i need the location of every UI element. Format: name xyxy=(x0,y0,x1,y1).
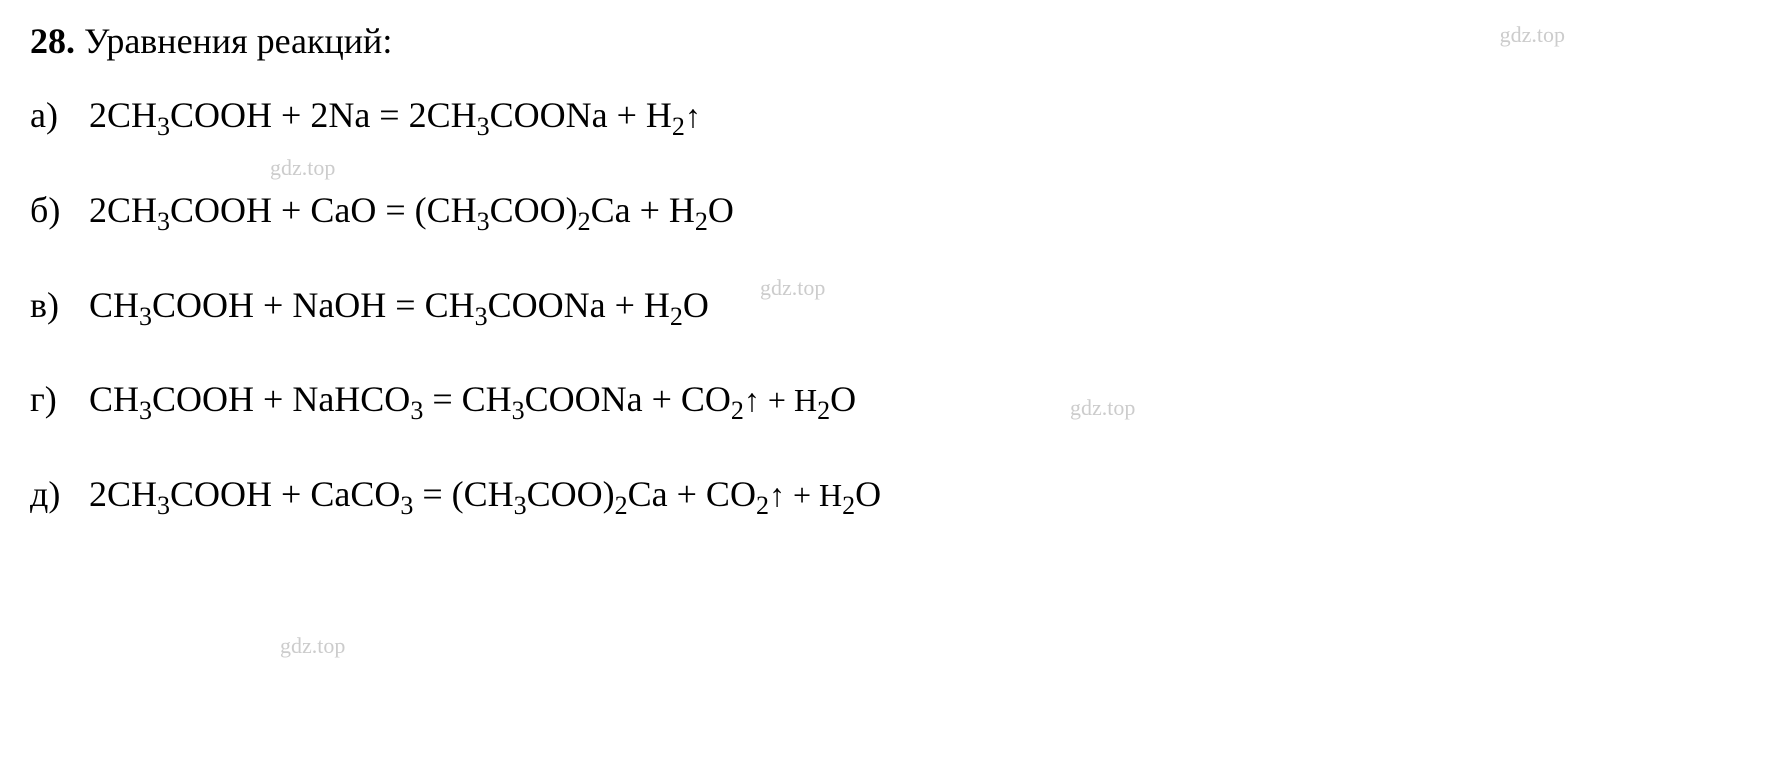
eq-part: COO) xyxy=(527,474,615,514)
eq-sub: 2 xyxy=(578,207,591,236)
arrow-up-icon: ↑ + H xyxy=(769,477,842,513)
eq-part: COOH + NaOH = CH xyxy=(152,285,475,325)
eq-sub: 2 xyxy=(731,397,744,426)
eq-sub: 3 xyxy=(157,112,170,141)
equation-v: в) CH3COOH + NaOH = CH3COONa + H2O xyxy=(30,282,1755,329)
eq-sub: 3 xyxy=(475,302,488,331)
eq-sub: 2 xyxy=(670,302,683,331)
watermark-2: gdz.top xyxy=(270,155,335,181)
eq-sub: 3 xyxy=(157,491,170,520)
eq-sub: 2 xyxy=(695,207,708,236)
eq-sub: 3 xyxy=(477,112,490,141)
eq-part: COO) xyxy=(490,190,578,230)
eq-sub: 3 xyxy=(477,207,490,236)
title-number: 28. xyxy=(30,21,75,61)
eq-sub: 2 xyxy=(842,491,855,520)
equation-g: г) CH3COOH + NaHCO3 = CH3COONa + CO2↑ + … xyxy=(30,376,1755,423)
eq-part: 2CH xyxy=(89,95,157,135)
header-line: 28. Уравнения реакций: xyxy=(30,20,1755,62)
title-text: Уравнения реакций: xyxy=(84,21,392,61)
eq-sub: 3 xyxy=(139,302,152,331)
eq-part: O xyxy=(708,190,734,230)
watermark-top: gdz.top xyxy=(1500,22,1565,48)
equation-a: а) 2CH3COOH + 2Na = 2CH3COONa + H2↑ xyxy=(30,92,1755,139)
eq-label: г) xyxy=(30,376,80,423)
eq-sub: 3 xyxy=(139,397,152,426)
eq-part: O xyxy=(855,474,881,514)
eq-sub: 3 xyxy=(512,397,525,426)
eq-part: O xyxy=(830,379,856,419)
eq-part: CH xyxy=(89,379,139,419)
eq-part: COOH + 2Na = 2CH xyxy=(170,95,477,135)
equation-d: д) 2CH3COOH + CaCO3 = (CH3COO)2Ca + CO2↑… xyxy=(30,471,1755,518)
page-title: 28. Уравнения реакций: xyxy=(30,20,392,62)
eq-part: = CH xyxy=(423,379,511,419)
eq-label: б) xyxy=(30,187,80,234)
eq-part: COONa + H xyxy=(488,285,670,325)
eq-part: COOH + CaCO xyxy=(170,474,400,514)
eq-sub: 2 xyxy=(672,112,685,141)
eq-part: COONa + CO xyxy=(525,379,731,419)
eq-label: в) xyxy=(30,282,80,329)
eq-sub: 3 xyxy=(157,207,170,236)
eq-part: COOH + CaO = (CH xyxy=(170,190,477,230)
watermark-4: gdz.top xyxy=(1070,395,1135,421)
eq-label: д) xyxy=(30,471,80,518)
eq-sub: 3 xyxy=(410,397,423,426)
eq-part: Ca + H xyxy=(591,190,695,230)
eq-part: 2CH xyxy=(89,474,157,514)
equation-b: б) 2CH3COOH + CaO = (CH3COO)2Ca + H2O xyxy=(30,187,1755,234)
eq-part: 2CH xyxy=(89,190,157,230)
eq-part: O xyxy=(683,285,709,325)
eq-part: COONa + H xyxy=(490,95,672,135)
eq-sub: 2 xyxy=(615,491,628,520)
eq-sub: 3 xyxy=(514,491,527,520)
watermark-5: gdz.top xyxy=(280,633,345,659)
eq-part: Ca + CO xyxy=(628,474,756,514)
eq-part: CH xyxy=(89,285,139,325)
eq-label: а) xyxy=(30,92,80,139)
eq-sub: 3 xyxy=(400,491,413,520)
eq-sub: 2 xyxy=(756,491,769,520)
arrow-up-icon: ↑ + H xyxy=(744,382,817,418)
eq-part: = (CH xyxy=(413,474,513,514)
eq-sub: 2 xyxy=(817,397,830,426)
arrow-up-icon: ↑ xyxy=(685,98,701,134)
watermark-3: gdz.top xyxy=(760,275,825,301)
eq-part: COOH + NaHCO xyxy=(152,379,410,419)
